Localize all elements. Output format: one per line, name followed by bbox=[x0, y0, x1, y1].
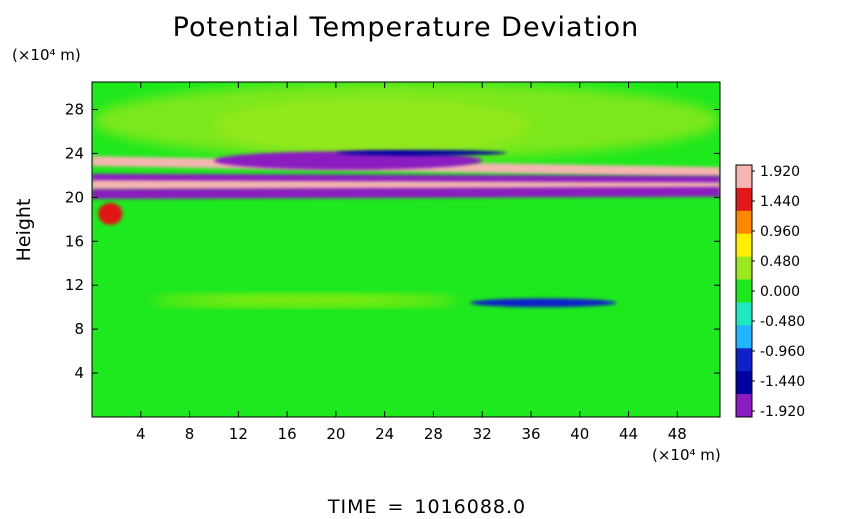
x-tick-label: 20 bbox=[326, 425, 345, 443]
colorbar-swatch bbox=[736, 187, 752, 212]
y-axis-unit: (×10⁴ m) bbox=[12, 46, 81, 64]
colorbar-swatch bbox=[736, 325, 752, 349]
x-tick-label: 12 bbox=[229, 425, 248, 443]
colorbar-label: 1.440 bbox=[760, 194, 800, 210]
x-tick-label: 44 bbox=[619, 425, 638, 443]
colorbar-label: -1.920 bbox=[760, 404, 805, 420]
y-tick-label: 28 bbox=[65, 100, 84, 118]
colorbar-label: -0.480 bbox=[760, 314, 805, 330]
feature-warm-yellow-patch bbox=[213, 98, 531, 154]
colorbar-label: -1.440 bbox=[760, 374, 805, 390]
y-tick-label: 8 bbox=[74, 320, 84, 338]
time-label: TIME bbox=[327, 496, 378, 518]
y-tick-label: 20 bbox=[65, 188, 84, 206]
y-tick-label: 12 bbox=[65, 276, 84, 294]
y-tick-label: 24 bbox=[65, 144, 84, 162]
colorbar-label: 0.000 bbox=[760, 284, 800, 300]
colorbar-swatch bbox=[736, 165, 752, 189]
x-tick-label: 40 bbox=[570, 425, 589, 443]
feature-mid-level-orange-streak bbox=[152, 296, 458, 305]
feature-band-4-purple bbox=[92, 186, 720, 199]
x-tick-label: 36 bbox=[521, 425, 540, 443]
feature-upper-purple-lens bbox=[213, 151, 483, 170]
feature-upper-blue-streak bbox=[335, 150, 507, 156]
colorbar-swatch bbox=[736, 348, 752, 372]
feature-left-red-blob bbox=[98, 202, 123, 225]
x-tick-label: 16 bbox=[278, 425, 297, 443]
colorbar-swatch bbox=[736, 371, 752, 395]
colorbar-swatch bbox=[736, 210, 752, 235]
time-value: 1016088.0 bbox=[414, 496, 527, 518]
colorbar-label: 0.480 bbox=[760, 254, 800, 270]
x-tick-label: 48 bbox=[668, 425, 687, 443]
colorbar-label: 0.960 bbox=[760, 224, 800, 240]
x-tick-label: 32 bbox=[473, 425, 492, 443]
plot-area bbox=[92, 82, 720, 417]
colorbar-swatch bbox=[736, 256, 752, 281]
colorbar-label: -0.960 bbox=[760, 344, 805, 360]
y-axis: 4 8 12 16 20 24 28 bbox=[65, 100, 720, 382]
plot-frame bbox=[91, 81, 721, 418]
y-tick-label: 16 bbox=[65, 232, 84, 250]
time-readout: TIME = 1016088.0 bbox=[327, 496, 527, 518]
x-tick-label: 8 bbox=[185, 425, 195, 443]
x-tick-label: 28 bbox=[424, 425, 443, 443]
x-tick-label: 4 bbox=[136, 425, 146, 443]
colorbar-swatch bbox=[736, 394, 752, 418]
feature-mid-level-blue-streak bbox=[470, 298, 617, 308]
colorbar-swatch bbox=[736, 279, 752, 303]
x-tick-label: 24 bbox=[375, 425, 394, 443]
x-axis: 4 8 12 16 20 24 28 32 36 40 44 48 bbox=[136, 82, 687, 443]
colorbar-label: 1.920 bbox=[760, 164, 800, 180]
colorbar-swatch bbox=[736, 302, 752, 326]
x-axis-unit: (×10⁴ m) bbox=[652, 446, 721, 464]
colorbar-swatch bbox=[736, 233, 752, 258]
y-tick-label: 4 bbox=[74, 364, 84, 382]
chart-title: Potential Temperature Deviation bbox=[172, 12, 640, 43]
